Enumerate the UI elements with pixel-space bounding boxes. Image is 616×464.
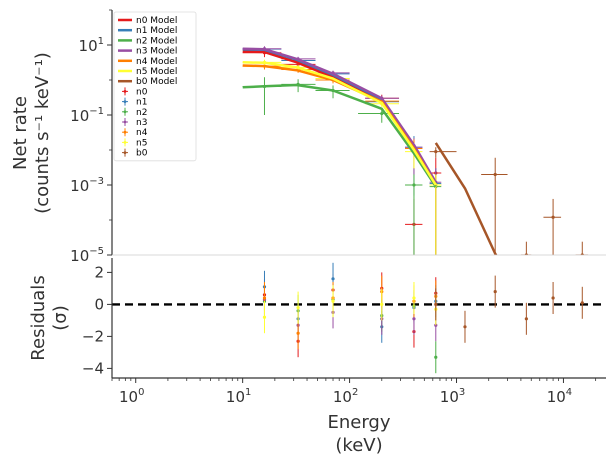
legend-label-n4: n4 bbox=[136, 128, 148, 138]
legend-marker-dot-4 bbox=[123, 130, 127, 134]
residual-point-b0-0 bbox=[434, 302, 438, 306]
residual-point-n3-4 bbox=[412, 317, 416, 321]
residual-series-b0 bbox=[434, 275, 584, 343]
legend-label-n2-model: n2 Model bbox=[136, 36, 177, 46]
legend-marker-dot-6 bbox=[123, 151, 127, 155]
model-line-n5-model bbox=[242, 61, 437, 186]
residual-point-b0-3 bbox=[524, 317, 528, 321]
legend-marker-dot-3 bbox=[123, 120, 127, 124]
model-line-n2-model bbox=[242, 83, 437, 188]
data-point-n2-4 bbox=[412, 183, 416, 187]
residuals-x-ticks: 100 101 102 103 104 bbox=[111, 378, 597, 406]
residuals-y-tick-label-0: 2 bbox=[94, 263, 104, 281]
residual-point-n2-5 bbox=[434, 355, 438, 359]
legend-label-n1: n1 bbox=[136, 98, 147, 108]
residual-point-n5-2 bbox=[331, 299, 335, 303]
data-point-b0-3 bbox=[551, 215, 555, 219]
x-tick-label-2: 102 bbox=[333, 387, 358, 406]
residual-point-n5-3 bbox=[380, 302, 384, 306]
legend-label-b0: b0 bbox=[136, 149, 148, 159]
residuals-y-ticks: 2 0 −2 −4 bbox=[82, 263, 112, 377]
residual-point-n5-4 bbox=[412, 296, 416, 300]
residuals-y-tick-label-3: −4 bbox=[82, 359, 104, 377]
residuals-plot-area bbox=[112, 262, 606, 374]
legend-label-n3: n3 bbox=[136, 118, 147, 128]
legend-label-n2: n2 bbox=[136, 108, 147, 118]
residuals-y-tick-label-2: −2 bbox=[82, 327, 104, 345]
legend-label-n0-model: n0 Model bbox=[136, 16, 177, 26]
xlabel-line1: Energy bbox=[327, 412, 390, 433]
x-tick-label-0: 100 bbox=[119, 387, 144, 406]
legend-label-n5-model: n5 Model bbox=[136, 67, 177, 77]
residual-point-b0-5 bbox=[580, 301, 584, 305]
legend-label-n3-model: n3 Model bbox=[136, 47, 177, 57]
legend-label-n5: n5 bbox=[136, 138, 147, 148]
residual-point-n5-0 bbox=[262, 315, 267, 319]
residual-point-n5-1 bbox=[296, 306, 300, 310]
legend-label-n1-model: n1 Model bbox=[136, 26, 177, 36]
data-series-b0 bbox=[429, 147, 589, 255]
spectrum-ylabel-line2: (counts s⁻¹ keV⁻¹) bbox=[32, 52, 53, 214]
residuals-ylabel-line1: Residuals bbox=[28, 275, 49, 360]
model-line-n3-model bbox=[242, 47, 437, 183]
legend-marker-dot-0 bbox=[123, 90, 127, 93]
legend-label-n4-model: n4 Model bbox=[136, 57, 177, 67]
residual-point-n1-2 bbox=[331, 277, 335, 281]
residual-point-n4-1 bbox=[296, 331, 300, 335]
residual-point-b0-2 bbox=[493, 290, 497, 294]
legend-marker-dot-5 bbox=[123, 141, 127, 144]
spectrum-ylabel-line1: Net rate bbox=[10, 96, 31, 170]
residuals-panel: 20−2−4 100 101 102 103 104 Residuals (σ) Ene… bbox=[28, 258, 606, 456]
legend-label-b0-model: b0 Model bbox=[136, 77, 177, 87]
residuals-ylabel-line2: (σ) bbox=[50, 305, 71, 330]
data-point-b0-1 bbox=[493, 172, 497, 177]
legend-marker-dot-2 bbox=[123, 110, 127, 114]
residual-point-b0-4 bbox=[551, 296, 555, 300]
legend-frame bbox=[113, 11, 197, 162]
model-line-b0-model bbox=[434, 142, 498, 255]
residual-point-n4-0 bbox=[262, 296, 267, 300]
legend-label-n0: n0 bbox=[136, 87, 148, 97]
data-point-n2-3 bbox=[380, 111, 384, 116]
data-point-b0-0 bbox=[434, 150, 438, 154]
spectrum-plot-area bbox=[242, 46, 589, 255]
residual-point-b0-1 bbox=[463, 325, 467, 329]
legend-marker-dot-1 bbox=[123, 100, 127, 103]
residuals-y-tick-label-1: 0 bbox=[94, 295, 104, 313]
xlabel-line2: (keV) bbox=[335, 435, 382, 456]
x-tick-label-3: 103 bbox=[440, 387, 465, 406]
